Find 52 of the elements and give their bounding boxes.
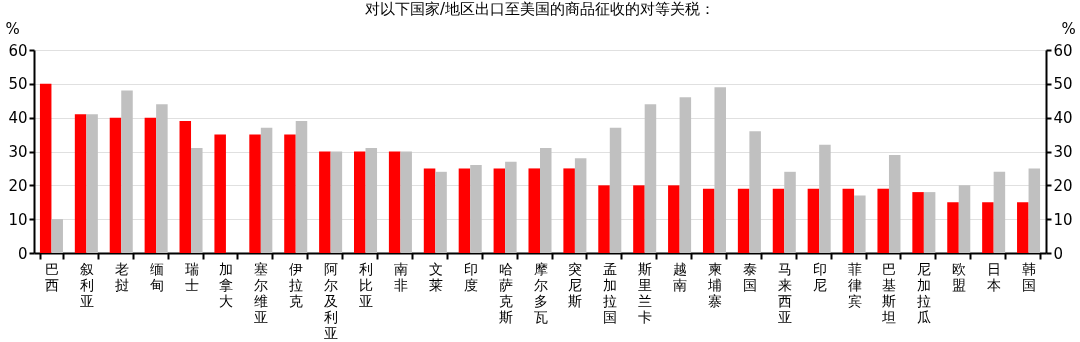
x-tick-label: 伊拉克	[289, 260, 304, 309]
x-tick-label: 越南	[673, 260, 688, 293]
x-tick-label: 瑞士	[184, 260, 199, 293]
y2-tick-label: 40	[1053, 109, 1073, 128]
x-tick-label: 突尼斯	[568, 260, 583, 309]
y2-tick-label: 30	[1053, 143, 1073, 161]
bar	[679, 97, 692, 253]
x-tick-label: 叙利亚	[79, 260, 94, 309]
x-tick-label: 塞尔维亚	[254, 260, 269, 325]
x-tick-label: 南非	[393, 260, 408, 293]
x-tick-label: 尼加拉瓜	[917, 260, 932, 325]
x-tick-label: 日本	[987, 260, 1002, 293]
x-tick-label: 加拿大	[219, 260, 234, 309]
x-tick-label: 斯里兰卡	[638, 260, 653, 325]
y2-tick-label: 10	[1053, 210, 1073, 229]
y2-tick-label: 0	[1053, 244, 1064, 263]
y-tick-label: 20	[8, 176, 28, 195]
x-tick-label: 巴基斯坦	[881, 260, 897, 325]
x-tick-label: 利比亚	[359, 260, 374, 309]
x-tick-label: 泰国	[742, 260, 757, 293]
x-tick-label: 缅甸	[149, 260, 164, 293]
x-tick-label: 阿尔及利亚	[324, 260, 339, 341]
y-tick-label: 40	[8, 109, 28, 128]
x-tick-label: 印尼	[812, 260, 827, 293]
x-tick-label: 摩尔多瓦	[533, 260, 548, 325]
x-tick-label: 菲律宾	[847, 260, 862, 309]
bar	[39, 83, 52, 253]
y2-axis-title: %	[1061, 19, 1076, 38]
chart-title: 对以下国家/地区出口至美国的商品征收的对等关税：	[364, 0, 716, 18]
y-tick-label: 50	[8, 75, 28, 94]
x-tick-label: 孟加拉国	[603, 260, 618, 325]
bar	[51, 219, 63, 253]
x-tick-label: 哈萨克斯	[498, 260, 513, 325]
y-tick-label: 10	[8, 210, 28, 229]
y2-tick-label: 60	[1053, 41, 1073, 60]
y-axis-title: %	[5, 19, 20, 38]
y-tick-label: 0	[17, 244, 28, 263]
x-tick-label: 欧盟	[952, 260, 967, 293]
x-tick-label: 印度	[463, 260, 478, 293]
y2-tick-label: 20	[1053, 176, 1073, 195]
x-tick-label: 老挝	[114, 260, 129, 293]
y-tick-label: 60	[8, 41, 28, 60]
x-tick-label: 柬埔寨	[706, 260, 722, 309]
bar	[644, 104, 657, 253]
bar	[214, 134, 226, 253]
x-tick-label: 巴西	[44, 260, 59, 293]
x-tick-label: 韩国	[1022, 260, 1037, 293]
x-tick-label: 文莱	[428, 260, 443, 293]
x-tick-label: 马来西亚	[777, 260, 792, 325]
y2-tick-label: 50	[1053, 75, 1073, 94]
bar	[714, 87, 726, 253]
y-tick-label: 30	[8, 143, 28, 161]
